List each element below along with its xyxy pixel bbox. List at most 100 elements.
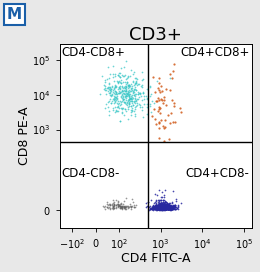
Point [125,100,129,104]
Point [133,87,137,91]
Point [149,197,153,202]
Point [157,206,161,210]
Point [118,87,122,92]
Point [128,104,133,108]
Point [114,91,119,96]
Point [168,205,173,209]
Point [161,206,165,210]
Point [160,206,164,210]
Point [162,203,167,207]
Point [157,204,161,209]
Point [118,98,122,103]
Point [156,206,160,210]
Point [161,206,165,211]
Point [162,207,166,211]
Point [154,205,158,209]
Point [171,205,175,210]
Point [157,81,161,85]
Point [166,207,170,211]
Point [166,203,170,207]
Point [128,95,132,100]
Point [153,191,157,196]
Point [120,110,124,115]
Point [164,206,168,210]
Point [163,207,167,211]
Point [107,93,112,98]
Point [109,89,113,93]
Point [141,115,145,119]
Point [167,205,171,210]
Point [159,118,163,122]
Point [122,100,126,104]
Point [160,206,164,210]
Point [132,87,136,91]
Point [160,203,164,208]
Point [171,204,176,208]
Point [128,96,132,100]
Point [160,204,165,208]
Point [102,87,106,91]
Point [158,207,162,211]
Point [126,205,130,209]
Point [155,205,159,209]
Point [112,206,116,210]
Point [119,92,124,96]
Point [162,206,167,211]
Point [135,97,139,101]
Point [156,205,160,209]
Point [166,206,170,210]
Point [133,101,137,106]
Point [168,207,172,211]
Point [166,207,170,211]
Point [161,206,165,211]
Point [120,207,124,212]
Point [135,77,140,81]
Point [152,206,157,210]
Point [168,205,172,209]
Point [126,91,130,95]
Point [120,106,125,110]
Point [165,201,170,205]
Point [112,101,116,106]
Point [170,206,174,210]
Point [165,201,169,205]
Point [134,203,138,207]
Point [134,79,138,84]
Point [131,103,135,107]
Point [123,89,127,93]
Point [117,79,121,84]
Point [166,203,170,208]
Point [157,205,161,209]
Point [128,89,132,93]
Point [124,85,128,89]
Point [150,206,154,211]
Point [112,206,116,211]
Point [151,205,155,209]
Point [133,112,137,117]
Point [125,101,129,106]
Point [170,207,174,211]
Point [163,206,167,210]
Point [161,206,166,210]
Point [154,204,159,208]
Point [114,206,118,210]
Point [169,111,173,115]
Point [159,207,164,211]
Point [116,202,120,206]
Point [121,97,126,102]
Point [159,206,164,210]
Point [148,204,152,209]
Point [170,98,174,102]
Point [157,201,161,206]
Point [171,204,176,208]
Point [154,206,158,210]
Point [166,207,171,211]
Point [103,106,107,110]
Point [161,205,165,209]
Point [160,206,164,210]
Point [117,202,121,207]
Point [153,205,157,210]
Point [113,95,117,99]
Point [152,205,156,210]
Point [145,96,149,101]
